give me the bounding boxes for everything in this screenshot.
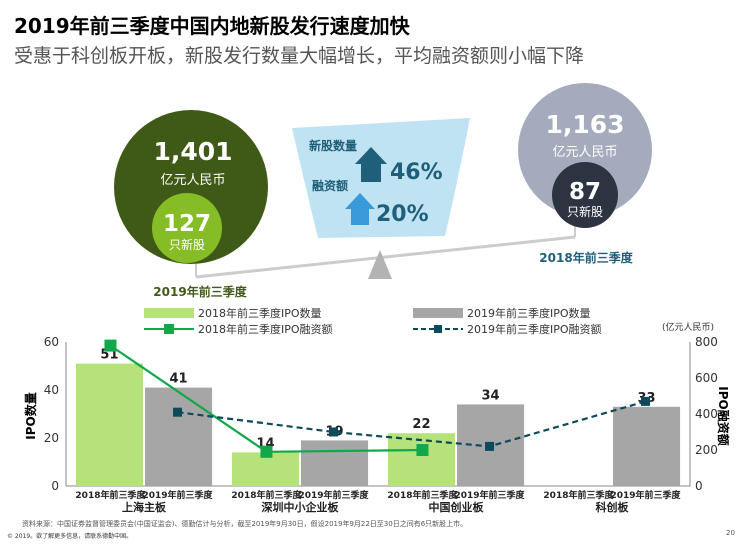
bar-2019 — [145, 387, 213, 486]
left-ipo-label: 只新股 — [169, 237, 205, 252]
marker-2019-funds — [485, 441, 495, 451]
marker-2018-funds — [104, 339, 117, 352]
page-subtitle: 受惠于科创板开板，新股发行数量大幅增长，平均融资额则小幅下降 — [14, 45, 585, 67]
y-tick-label: 20 — [44, 431, 59, 445]
y2-unit-label: (亿元人民币) — [662, 321, 714, 333]
bar-2018 — [75, 363, 143, 486]
page-title: 2019年前三季度中国内地新股发行速度加快 — [14, 14, 410, 38]
y-tick-label: 0 — [51, 479, 59, 493]
right-ipo-count: 87 — [569, 179, 601, 205]
legend-label-2018-funds: 2018年前三季度IPO融资额 — [198, 322, 333, 336]
line-2019-funds — [177, 400, 646, 448]
marker-2018-funds — [260, 445, 273, 458]
marker-2019-funds — [641, 396, 651, 406]
chart-legend: 2018年前三季度IPO数量 2019年前三季度IPO数量 2018年前三季度I… — [144, 306, 602, 336]
y2-axis-title: IPO融资额 — [716, 386, 731, 445]
count-up-arrow-icon — [355, 147, 387, 182]
right-unit: 亿元人民币 — [552, 145, 617, 160]
legend-label-2019-count: 2019年前三季度IPO数量 — [467, 306, 591, 320]
scale-fulcrum — [368, 250, 392, 279]
middle-count-label: 新股数量 — [309, 138, 357, 153]
y2-tick-label: 0 — [695, 479, 703, 493]
x-category-label: 科创板 — [596, 500, 630, 514]
middle-funds-change: 20% — [376, 202, 429, 227]
x-subcategory-label: 2019年前三季度 — [611, 489, 682, 501]
copyright-note: © 2019。欲了解更多信息，请联系德勤中国。 — [7, 533, 133, 540]
left-unit: 亿元人民币 — [160, 173, 225, 188]
right-circle — [518, 83, 652, 217]
bar-2019 — [301, 440, 369, 486]
right-ipo-label: 只新股 — [567, 204, 603, 219]
y2-tick-label: 600 — [695, 371, 718, 385]
right-amount: 1,163 — [545, 110, 624, 139]
y-tick-label: 60 — [44, 335, 59, 349]
scale-beam — [195, 235, 576, 279]
legend-marker-2019-funds — [434, 325, 442, 333]
right-inner-circle — [552, 162, 618, 228]
bar-2019 — [613, 406, 681, 486]
left-inner-circle — [152, 193, 222, 263]
legend-label-2018-count: 2018年前三季度IPO数量 — [198, 306, 322, 320]
legend-marker-2018-funds — [164, 324, 174, 334]
bar-data-label: 34 — [481, 388, 499, 403]
bar-2018 — [231, 452, 299, 486]
x-subcategory-label: 2018年前三季度 — [231, 489, 302, 501]
x-subcategory-label: 2018年前三季度 — [387, 489, 458, 501]
x-category-label: 深圳中小企业板 — [262, 500, 340, 514]
legend-label-2019-funds: 2019年前三季度IPO融资额 — [467, 322, 602, 336]
x-subcategory-label: 2019年前三季度 — [143, 489, 214, 501]
legend-swatch-2019-count — [413, 308, 463, 318]
x-subcategory-label: 2018年前三季度 — [543, 489, 614, 501]
x-subcategory-label: 2019年前三季度 — [455, 489, 526, 501]
page-number: 20 — [726, 529, 735, 537]
legend-swatch-2018-count — [144, 308, 194, 318]
funds-up-arrow-icon — [345, 193, 375, 225]
bar-2018 — [387, 433, 455, 486]
x-subcategory-label: 2019年前三季度 — [299, 489, 370, 501]
y2-tick-label: 200 — [695, 443, 718, 457]
marker-2019-funds — [329, 427, 339, 437]
x-category-label: 上海主板 — [122, 500, 167, 514]
right-period: 2018年前三季度 — [539, 250, 633, 265]
bar-data-label: 41 — [169, 372, 187, 387]
combo-chart-plot: 0204060020040060080051412018年前三季度2019年前三… — [44, 335, 718, 514]
y2-tick-label: 800 — [695, 335, 718, 349]
left-period: 2019年前三季度 — [153, 284, 247, 299]
middle-count-change: 46% — [390, 160, 443, 185]
marker-2018-funds — [416, 444, 429, 456]
left-amount: 1,401 — [153, 137, 232, 166]
y2-tick-label: 400 — [695, 407, 718, 421]
y-axis-title: IPO数量 — [23, 392, 38, 439]
source-note: 资料来源：中国证券监督管理委员会(中国证监会)、德勤估计与分析，截至2019年9… — [22, 520, 468, 528]
x-subcategory-label: 2018年前三季度 — [75, 489, 146, 501]
bar-data-label: 22 — [412, 417, 430, 432]
x-category-label: 中国创业板 — [429, 500, 485, 514]
y-tick-label: 40 — [44, 383, 59, 397]
marker-2019-funds — [173, 407, 183, 417]
middle-funds-label: 融资额 — [312, 178, 348, 193]
left-ipo-count: 127 — [163, 211, 211, 237]
